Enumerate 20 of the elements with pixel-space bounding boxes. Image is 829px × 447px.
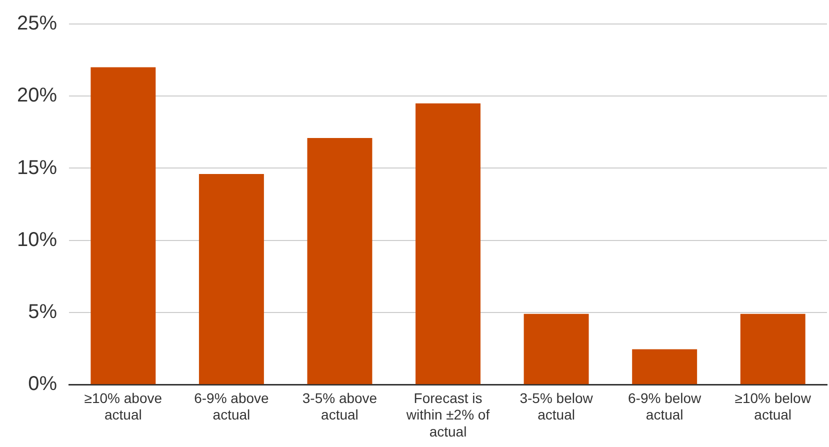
bar — [740, 314, 806, 384]
bar — [416, 103, 480, 384]
bar — [524, 314, 589, 384]
y-tick-label: 10% — [17, 228, 58, 251]
bar — [307, 138, 372, 384]
y-tick-label: 5% — [28, 300, 58, 323]
y-tick-label: 0% — [28, 373, 58, 396]
x-tick-label: 6-9% below actual — [628, 390, 702, 423]
y-tick-label: 15% — [17, 156, 58, 179]
bar — [198, 174, 264, 384]
x-tick-label: Forecast is within ±2% of actual — [405, 390, 490, 440]
x-tick-label: ≥10% below actual — [734, 390, 812, 423]
x-tick-label: 3-5% above actual — [302, 390, 378, 423]
bar — [90, 67, 156, 384]
x-tick-label: 6-9% above actual — [194, 390, 270, 423]
x-tick-label: ≥10% above actual — [84, 390, 162, 423]
x-tick-label: 3-5% below actual — [520, 390, 594, 423]
bar — [632, 349, 698, 384]
y-tick-label: 20% — [17, 84, 58, 107]
y-tick-label: 25% — [17, 12, 58, 35]
